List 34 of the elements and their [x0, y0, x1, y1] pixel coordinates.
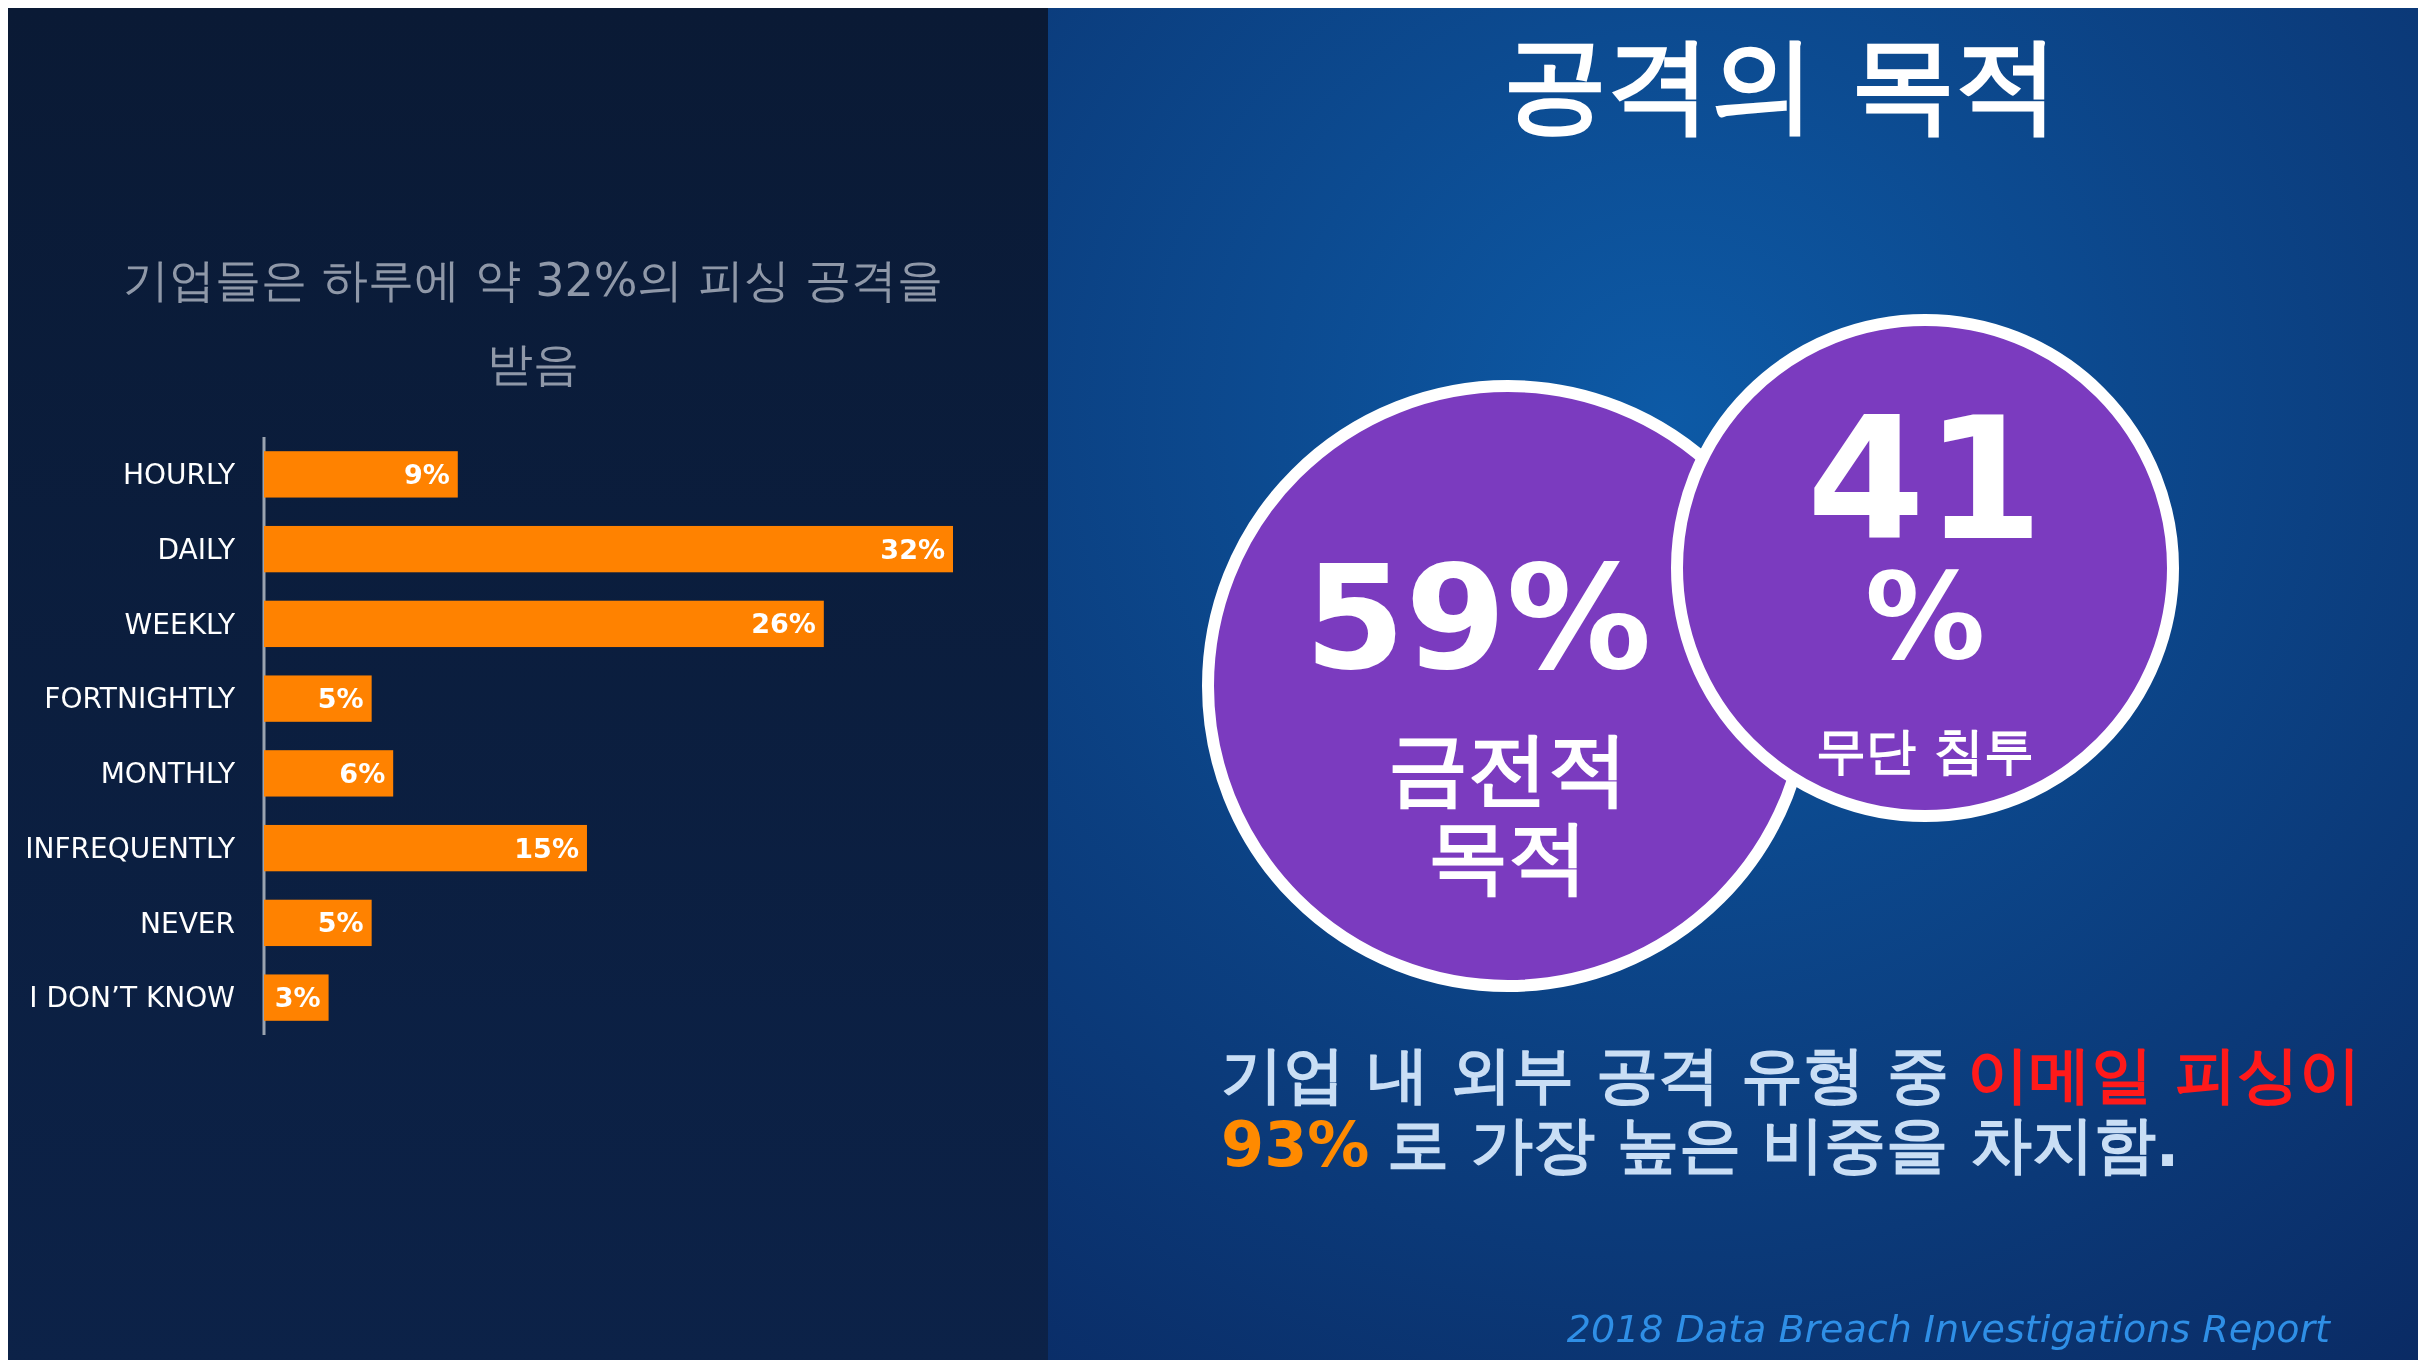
data-label: 5% — [317, 683, 364, 715]
bar — [264, 824, 587, 872]
y-tick-label: DAILY — [157, 532, 236, 566]
data-label: 32% — [880, 533, 945, 565]
y-tick-label: INFREQUENTLY — [25, 831, 236, 865]
data-label: 41 % — [1806, 380, 2044, 686]
data-label: 3% — [274, 982, 321, 1014]
bar — [264, 899, 372, 947]
data-label: 26% — [751, 608, 816, 640]
y-tick-label: NEVER — [140, 906, 235, 940]
data-label: 15% — [514, 832, 579, 864]
bar — [264, 451, 458, 498]
category-label: 금전적 목적 — [1388, 722, 1628, 903]
chart-title: 기업들은 하루에 약 32%의 피싱 공격을 받음 — [123, 253, 943, 391]
text: 이메일 피싱이 — [1966, 1038, 2361, 1111]
text: 공격의 목적 — [1502, 23, 2060, 145]
data-label: 5% — [317, 907, 364, 939]
text: 기업 내 외부 공격 유형 중 — [1221, 1038, 1949, 1111]
text: 93% — [1221, 1108, 1370, 1181]
bar — [264, 525, 953, 573]
y-tick-label: I DON’T KNOW — [29, 981, 235, 1015]
y-tick-label: FORTNIGHTLY — [44, 682, 236, 716]
bar — [264, 675, 372, 722]
category-label: 무단 침투 — [1816, 722, 2034, 780]
data-label: 59% — [1304, 533, 1652, 702]
y-tick-label: MONTHLY — [100, 757, 236, 791]
y-tick-label: WEEKLY — [124, 607, 236, 641]
data-label: 9% — [403, 458, 450, 490]
bar — [264, 750, 394, 797]
data-label: 6% — [339, 757, 386, 789]
text: 2018 Data Breach Investigations Report — [1566, 1307, 2333, 1351]
y-tick-label: HOURLY — [122, 458, 236, 492]
text: 로 가장 높은 비중을 차지함. — [1387, 1108, 2180, 1181]
bar — [264, 600, 824, 648]
